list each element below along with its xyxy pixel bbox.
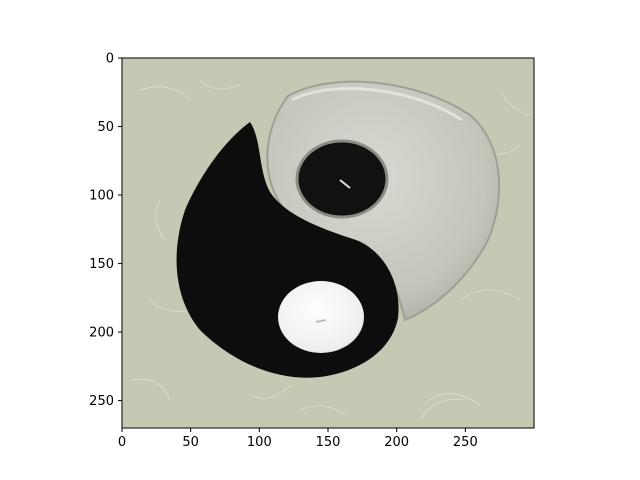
y-tick-label: 50	[97, 120, 114, 135]
y-tick-label: 250	[89, 394, 114, 409]
y-axis: 0 50 100 150 200 250	[89, 52, 122, 409]
x-tick-label: 0	[118, 435, 126, 450]
black-candle-wick	[339, 179, 351, 189]
black-candle	[295, 139, 389, 219]
x-tick-label: 100	[247, 435, 272, 450]
x-tick-label: 150	[316, 435, 341, 450]
glass-rim	[291, 87, 463, 122]
paper-fibers	[129, 79, 531, 421]
y-tick-label: 0	[106, 52, 114, 67]
y-tick-label: 150	[89, 257, 114, 272]
y-tick-label: 100	[89, 189, 114, 204]
x-tick-label: 200	[384, 435, 409, 450]
white-candle	[278, 281, 364, 353]
y-tick-label: 200	[89, 326, 114, 341]
x-tick-label: 250	[453, 435, 478, 450]
image-content	[122, 58, 534, 428]
x-axis: 0 50 100 150 200 250	[118, 428, 478, 450]
x-tick-label: 50	[182, 435, 199, 450]
white-candle-wick	[315, 319, 327, 323]
